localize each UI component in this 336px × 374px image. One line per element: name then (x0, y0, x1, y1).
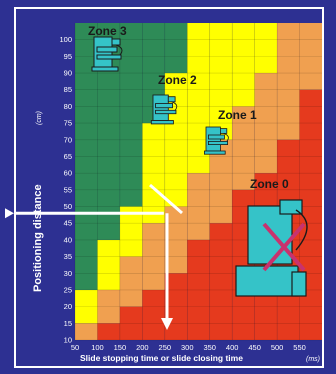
y-tick-label: 90 (64, 69, 72, 78)
y-tick-label: 50 (64, 202, 72, 211)
y-tick-label: 35 (64, 252, 72, 261)
reading-line-diagonal (149, 183, 183, 215)
y-axis-unit: (cm) (36, 111, 43, 125)
zone-cell-zone-2-col-8 (254, 23, 278, 74)
x-axis-unit: (ms) (306, 356, 320, 363)
zone-cell-zone-0-col-3 (142, 289, 165, 340)
y-tick-label: 45 (64, 219, 72, 228)
zone-cell-zone-3-col-4 (164, 23, 188, 74)
zone-cell-zone-0-col-2 (119, 306, 143, 340)
y-tick-label: 85 (64, 85, 72, 94)
y-tick-label: 100 (59, 35, 72, 44)
y-tick-label: 55 (64, 185, 72, 194)
zone-cell-zone-1-col-6 (209, 139, 233, 224)
machine-icon-zone-3 (91, 36, 123, 72)
zone-cell-zone-2-col-6 (209, 23, 233, 140)
y-tick-label: 10 (64, 336, 72, 345)
x-tick-label: 50 (71, 343, 79, 352)
zone-cell-zone-1-col-2 (119, 256, 143, 307)
zone-cell-zone-2-col-7 (232, 23, 255, 107)
y-tick-label: 75 (64, 119, 72, 128)
zone-cell-zone-2-col-3 (142, 123, 165, 224)
zone-cell-zone-3-col-2 (119, 23, 143, 207)
zone-cell-zone-0-col-4 (164, 273, 188, 340)
machine-icons (91, 36, 308, 297)
cross-icon-stroke-b (262, 222, 306, 272)
x-tick-label: 250 (159, 343, 172, 352)
machine-icon-zone-2 (150, 94, 178, 125)
zone-cell-zone-1-col-4 (164, 206, 188, 274)
zone-cells (75, 23, 322, 340)
zone-cell-zone-0-col-5 (187, 239, 210, 340)
zone-label-zone-1: Zone 1 (218, 108, 257, 122)
reading-arrow-left (5, 208, 14, 219)
zone-cell-zone-1-col-9 (277, 23, 300, 140)
x-tick-label: 400 (226, 343, 239, 352)
zone-cell-zone-3-col-0 (75, 23, 98, 290)
y-tick-label: 20 (64, 302, 72, 311)
y-tick-label: 95 (64, 52, 72, 61)
zone-cell-zone-1-col-3 (142, 223, 165, 290)
tick-labels: 50 100 150 200 250 300 350 400 450 500 550 10 15 20 25… (59, 35, 305, 352)
y-tick-label: 40 (64, 235, 72, 244)
x-tick-label: 300 (181, 343, 194, 352)
zone-label-zone-3: Zone 3 (88, 24, 127, 38)
chart-border (14, 7, 324, 368)
zone-cell-zone-0-col-6 (209, 223, 233, 340)
x-tick-label: 450 (248, 343, 261, 352)
zone-label-zone-0: Zone 0 (250, 177, 289, 191)
y-tick-label: 70 (64, 135, 72, 144)
y-tick-label: 60 (64, 169, 72, 178)
machine-icon-zone-0 (235, 199, 308, 297)
reading-arrow-down (161, 318, 173, 330)
y-tick-label: 65 (64, 152, 72, 161)
zone-cell-zone-1-col-1 (97, 289, 120, 324)
zone-cell-zone-1-col-10 (299, 23, 322, 90)
zone-cell-zone-2-col-5 (187, 23, 210, 174)
reading-example (5, 183, 183, 330)
zone-cell-zone-0-col-1 (97, 323, 120, 340)
zone-cell-zone-1-col-7 (232, 106, 255, 190)
x-tick-label: 150 (114, 343, 127, 352)
y-tick-label: 25 (64, 285, 72, 294)
x-tick-label: 200 (136, 343, 149, 352)
zone-label-zone-2: Zone 2 (158, 73, 197, 87)
zone-cell-zone-1-col-5 (187, 173, 210, 240)
zone-cell-zone-2-col-0 (75, 289, 98, 324)
zone-labels: Zone 3 Zone 2 Zone 1 Zone 0 (88, 24, 289, 191)
zone-cell-zone-3-col-1 (97, 23, 120, 240)
zone-cell-zone-1-col-8 (254, 73, 278, 174)
machine-icon-zone-1 (203, 126, 229, 155)
y-tick-label: 30 (64, 269, 72, 278)
y-tick-label: 80 (64, 102, 72, 111)
y-tick-label: 15 (64, 319, 72, 328)
x-tick-label: 550 (293, 343, 306, 352)
zone-cell-zone-2-col-1 (97, 239, 120, 290)
zone-cell-zone-2-col-2 (119, 206, 143, 257)
zone-cell-zone-1-col-0 (75, 323, 98, 340)
y-axis-title: Positioning distance (32, 184, 44, 292)
x-tick-label: 100 (91, 343, 104, 352)
x-tick-label: 350 (203, 343, 216, 352)
x-tick-label: 500 (271, 343, 284, 352)
x-axis-title: Slide stopping time or slide closing tim… (80, 353, 243, 363)
